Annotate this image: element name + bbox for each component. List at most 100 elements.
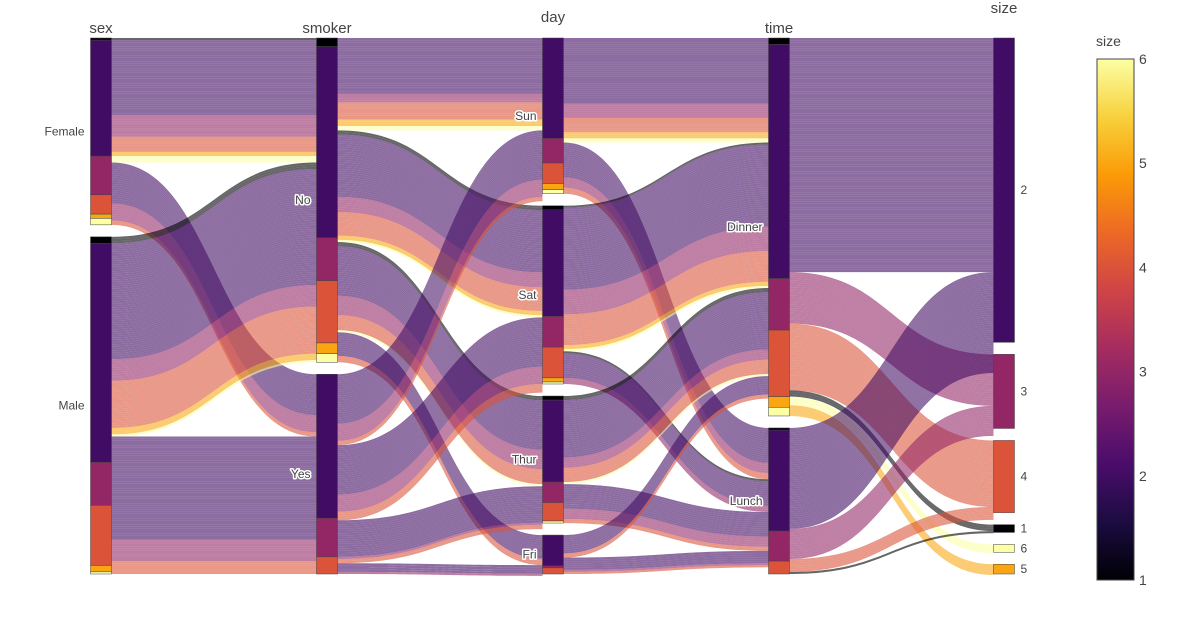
ribbon[interactable]: [789, 342, 994, 501]
ribbon[interactable]: [789, 40, 994, 43]
ribbon[interactable]: [789, 349, 994, 508]
ribbon[interactable]: [789, 76, 994, 79]
ribbon[interactable]: [563, 122, 769, 125]
ribbon[interactable]: [789, 136, 994, 139]
ribbon[interactable]: [111, 475, 317, 478]
category-band[interactable]: [542, 520, 564, 524]
category-band[interactable]: [542, 399, 564, 483]
ribbon[interactable]: [563, 224, 769, 290]
category-band[interactable]: [90, 571, 112, 575]
ribbon[interactable]: [111, 181, 317, 259]
ribbon[interactable]: [337, 177, 543, 424]
ribbon[interactable]: [337, 207, 543, 286]
ribbon[interactable]: [337, 267, 543, 424]
ribbon[interactable]: [111, 153, 317, 157]
ribbon[interactable]: [111, 468, 317, 471]
ribbon[interactable]: [563, 101, 769, 104]
ribbon[interactable]: [563, 208, 769, 274]
ribbon[interactable]: [111, 565, 317, 568]
ribbon[interactable]: [111, 569, 317, 572]
ribbon[interactable]: [337, 179, 543, 258]
ribbon[interactable]: [337, 149, 543, 228]
ribbon[interactable]: [789, 340, 994, 499]
ribbon[interactable]: [337, 153, 543, 232]
ribbon[interactable]: [337, 156, 543, 403]
ribbon[interactable]: [563, 83, 769, 86]
ribbon[interactable]: [563, 228, 769, 294]
ribbon[interactable]: [789, 100, 994, 103]
ribbon[interactable]: [111, 188, 317, 265]
ribbon[interactable]: [337, 190, 543, 269]
ribbon[interactable]: [111, 500, 317, 504]
ribbon[interactable]: [789, 164, 994, 167]
ribbon[interactable]: [111, 520, 317, 523]
ribbon[interactable]: [563, 107, 769, 110]
ribbon[interactable]: [563, 494, 769, 525]
ribbon[interactable]: [789, 308, 994, 467]
ribbon[interactable]: [111, 319, 317, 396]
ribbon[interactable]: [111, 136, 317, 139]
ribbon[interactable]: [337, 321, 543, 452]
ribbon[interactable]: [563, 290, 769, 401]
ribbon[interactable]: [563, 138, 769, 141]
ribbon[interactable]: [337, 357, 543, 563]
ribbon[interactable]: [111, 119, 317, 122]
ribbon[interactable]: [789, 353, 994, 512]
ribbon[interactable]: [337, 138, 543, 217]
ribbon[interactable]: [563, 173, 769, 239]
ribbon[interactable]: [563, 371, 769, 502]
ribbon[interactable]: [563, 191, 769, 257]
ribbon[interactable]: [789, 61, 994, 64]
ribbon[interactable]: [563, 247, 769, 313]
ribbon[interactable]: [789, 323, 994, 482]
ribbon[interactable]: [111, 507, 317, 510]
category-band[interactable]: [768, 44, 790, 279]
ribbon[interactable]: [563, 367, 769, 498]
ribbon[interactable]: [111, 138, 317, 142]
ribbon[interactable]: [563, 304, 769, 415]
ribbon[interactable]: [563, 240, 769, 307]
ribbon[interactable]: [337, 128, 543, 131]
ribbon[interactable]: [563, 216, 769, 282]
ribbon[interactable]: [563, 390, 769, 552]
ribbon[interactable]: [563, 171, 769, 237]
ribbon[interactable]: [337, 136, 543, 215]
ribbon[interactable]: [111, 494, 317, 497]
ribbon[interactable]: [111, 453, 317, 456]
ribbon[interactable]: [789, 321, 994, 480]
ribbon[interactable]: [111, 323, 317, 401]
ribbon[interactable]: [563, 236, 769, 303]
ribbon[interactable]: [789, 207, 994, 210]
ribbon[interactable]: [789, 325, 994, 484]
ribbon[interactable]: [111, 357, 317, 435]
ribbon[interactable]: [111, 528, 317, 532]
ribbon[interactable]: [111, 261, 317, 338]
ribbon[interactable]: [111, 151, 317, 154]
ribbon[interactable]: [337, 53, 543, 56]
ribbon[interactable]: [563, 109, 769, 112]
ribbon[interactable]: [337, 291, 543, 448]
ribbon[interactable]: [337, 100, 543, 103]
ribbon[interactable]: [111, 561, 317, 564]
ribbon[interactable]: [111, 63, 317, 66]
ribbon[interactable]: [789, 513, 994, 568]
ribbon[interactable]: [563, 365, 769, 476]
ribbon[interactable]: [111, 179, 317, 257]
ribbon[interactable]: [111, 113, 317, 116]
ribbon[interactable]: [789, 300, 994, 459]
ribbon[interactable]: [789, 42, 994, 45]
ribbon[interactable]: [563, 97, 769, 100]
ribbon[interactable]: [337, 153, 543, 401]
ribbon[interactable]: [337, 349, 543, 480]
ribbon[interactable]: [337, 259, 543, 416]
ribbon[interactable]: [337, 141, 543, 219]
ribbon[interactable]: [789, 250, 994, 253]
ribbon[interactable]: [111, 308, 317, 386]
ribbon[interactable]: [111, 224, 317, 302]
ribbon[interactable]: [789, 414, 994, 540]
ribbon[interactable]: [789, 278, 994, 437]
ribbon[interactable]: [563, 199, 769, 266]
ribbon[interactable]: [789, 338, 994, 497]
ribbon[interactable]: [337, 138, 543, 386]
ribbon[interactable]: [111, 505, 317, 508]
